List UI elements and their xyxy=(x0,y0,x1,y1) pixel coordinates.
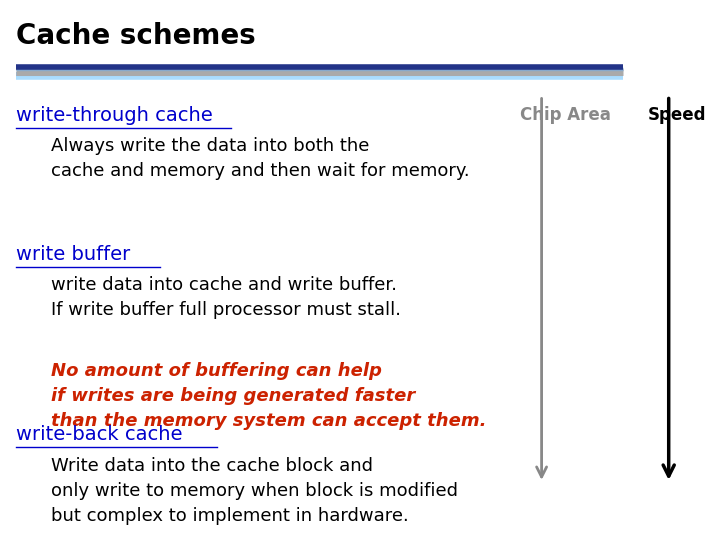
Text: write buffer: write buffer xyxy=(16,245,130,264)
Text: Speed: Speed xyxy=(647,106,706,124)
Text: Cache schemes: Cache schemes xyxy=(16,22,256,50)
Text: Always write the data into both the
cache and memory and then wait for memory.: Always write the data into both the cach… xyxy=(51,138,469,180)
Text: write-through cache: write-through cache xyxy=(16,106,212,125)
Text: Write data into the cache block and
only write to memory when block is modified
: Write data into the cache block and only… xyxy=(51,457,458,525)
Text: write data into cache and write buffer.
If write buffer full processor must stal: write data into cache and write buffer. … xyxy=(51,276,401,319)
Text: write-back cache: write-back cache xyxy=(16,425,182,444)
Text: Chip Area: Chip Area xyxy=(521,106,611,124)
Text: No amount of buffering can help
if writes are being generated faster
than the me: No amount of buffering can help if write… xyxy=(51,362,486,430)
